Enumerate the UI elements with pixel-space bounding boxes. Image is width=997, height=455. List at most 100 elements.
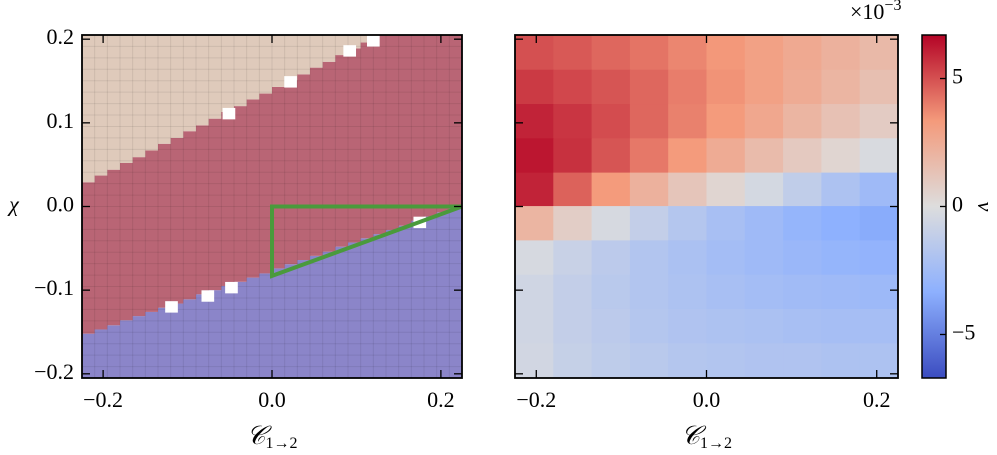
heat-cell	[783, 274, 822, 310]
heat-cell	[629, 274, 669, 310]
heat-cell	[591, 343, 631, 379]
x-tick-label: 0.0	[693, 387, 721, 412]
heat-cell	[706, 69, 746, 105]
heat-cell	[553, 206, 593, 241]
phase-middle	[348, 48, 362, 243]
heat-cell	[668, 138, 707, 174]
phase-lower	[259, 273, 273, 378]
phase-lower	[424, 216, 438, 378]
heat-cell	[744, 308, 784, 344]
offset-base: ×10	[850, 0, 884, 24]
offset-exp: −3	[884, 0, 901, 14]
phase-upper	[322, 35, 336, 62]
phase-middle	[424, 35, 438, 217]
heat-cell	[668, 206, 707, 241]
heat-cell	[783, 138, 822, 174]
phase-middle	[436, 35, 450, 213]
heat-cell	[821, 308, 861, 344]
heat-cell	[629, 308, 669, 344]
y-tick-label: 0.0	[47, 192, 75, 217]
heat-cell	[859, 138, 899, 174]
phase-upper	[183, 35, 197, 132]
phase-middle	[94, 175, 108, 330]
phase-lower	[398, 225, 412, 378]
phase-lower	[335, 246, 349, 378]
phase-middle	[158, 143, 172, 308]
heat-cell	[668, 343, 707, 379]
phase-lower	[94, 329, 108, 378]
heat-cell	[591, 69, 631, 105]
heat-cell	[706, 104, 746, 139]
heat-cell	[744, 172, 784, 208]
phase-upper	[234, 35, 248, 107]
phase-upper	[348, 35, 362, 49]
phase-upper	[107, 35, 121, 170]
phase-lower	[348, 242, 362, 378]
heat-cell	[821, 206, 861, 241]
heat-cell	[553, 172, 593, 208]
heat-cell	[783, 206, 822, 241]
heat-cell	[668, 274, 707, 310]
x-label-sub: 1→2	[700, 435, 732, 452]
heat-cell	[706, 35, 746, 71]
heat-cell	[744, 69, 784, 105]
phase-lower	[208, 290, 222, 378]
heat-cell	[783, 343, 822, 379]
heat-cell	[668, 172, 707, 208]
phase-lower	[170, 303, 184, 378]
colorbar-tick-label: 0	[952, 192, 963, 217]
phase-lower	[297, 260, 311, 378]
phase-middle	[297, 74, 311, 261]
phase-middle	[170, 137, 184, 304]
heat-cell	[591, 35, 631, 71]
heat-cell	[515, 343, 554, 379]
phase-upper	[310, 35, 324, 68]
phase-middle	[132, 157, 146, 317]
phase-middle	[373, 35, 387, 235]
phase-middle	[449, 35, 463, 209]
heat-cell	[859, 104, 899, 139]
phase-upper	[94, 35, 108, 176]
phase-lower	[120, 320, 134, 378]
phase-lower	[310, 255, 324, 378]
heat-cell	[859, 69, 899, 105]
heat-cell	[515, 206, 554, 241]
phase-middle	[145, 150, 159, 312]
phase-lower	[360, 238, 374, 378]
phase-middle	[234, 106, 248, 282]
phase-lower	[82, 333, 96, 378]
phase-lower	[196, 294, 210, 378]
y-axis-label: χ	[7, 192, 20, 217]
heat-cell	[553, 240, 593, 276]
heat-cell	[668, 69, 707, 105]
phase-lower	[373, 234, 387, 378]
heat-cell	[515, 172, 554, 208]
phase-middle	[208, 118, 222, 291]
phase-middle	[183, 131, 197, 300]
phase-upper	[284, 35, 298, 81]
heat-cell	[859, 206, 899, 241]
heat-cell	[859, 343, 899, 379]
phase-middle	[272, 86, 286, 269]
heat-cell	[859, 308, 899, 344]
heat-cell	[591, 274, 631, 310]
phase-upper	[132, 35, 146, 158]
phase-upper	[272, 35, 286, 87]
triangle	[270, 204, 463, 279]
white-cell	[343, 45, 357, 57]
phase-lower	[411, 220, 425, 378]
heat-cell	[821, 240, 861, 276]
colorbar-tick-label: 5	[952, 64, 963, 89]
heat-cell	[515, 308, 554, 344]
phase-middle	[284, 80, 298, 265]
heat-cell	[783, 308, 822, 344]
heat-cell	[591, 138, 631, 174]
heat-cell	[629, 240, 669, 276]
heat-cell	[744, 274, 784, 310]
x-label-sub: 1→2	[265, 435, 297, 452]
y-tick-label: 0.2	[47, 24, 75, 49]
heat-cell	[629, 35, 669, 71]
phase-upper	[170, 35, 184, 138]
heat-cell	[515, 138, 554, 174]
